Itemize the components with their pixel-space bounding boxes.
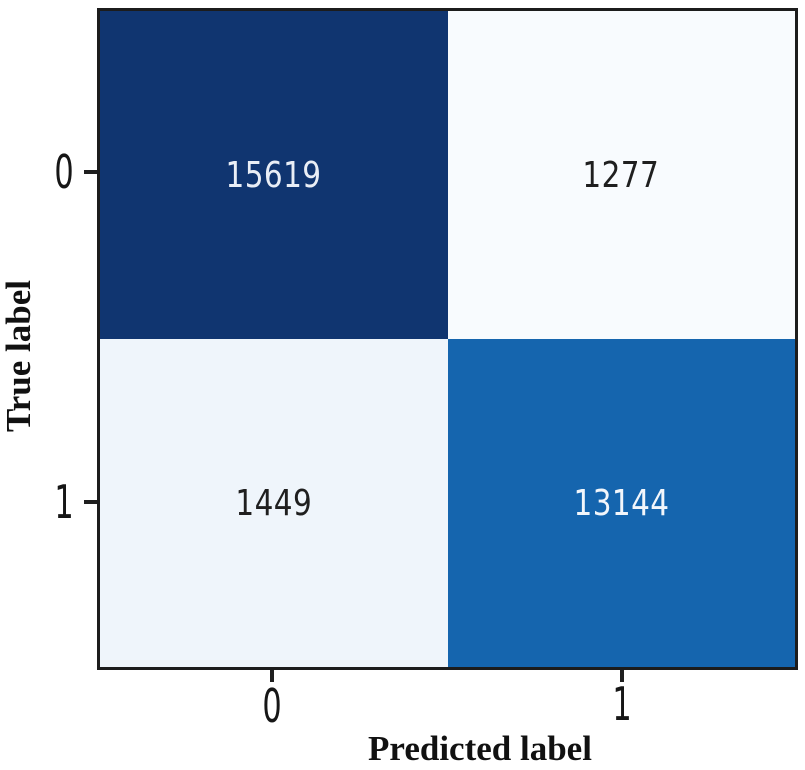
cell-value-true0-pred1: 1277: [582, 154, 660, 196]
y-tick-label-0: 0: [54, 145, 74, 199]
y-tick-label-1: 1: [54, 475, 74, 529]
x-tick-label-1: 1: [612, 677, 632, 731]
y-axis-label: True label: [0, 280, 38, 432]
y-tick-mark-0: [84, 170, 97, 174]
cell-value-true1-pred1: 13144: [573, 482, 670, 524]
x-tick-mark-1: [620, 670, 624, 682]
x-axis-label: Predicted label: [368, 729, 592, 768]
x-tick-mark-0: [270, 670, 274, 682]
cell-true0-pred0: 15619: [100, 11, 448, 339]
cell-value-true0-pred0: 15619: [225, 154, 322, 196]
cell-true1-pred1: 13144: [447, 339, 795, 667]
plot-area: 15619 1277 1449 13144: [97, 8, 798, 670]
y-tick-mark-1: [84, 500, 97, 504]
x-tick-label-0: 0: [262, 679, 282, 733]
cell-value-true1-pred0: 1449: [235, 482, 313, 524]
cell-true0-pred1: 1277: [447, 11, 795, 339]
cell-true1-pred0: 1449: [100, 339, 448, 667]
